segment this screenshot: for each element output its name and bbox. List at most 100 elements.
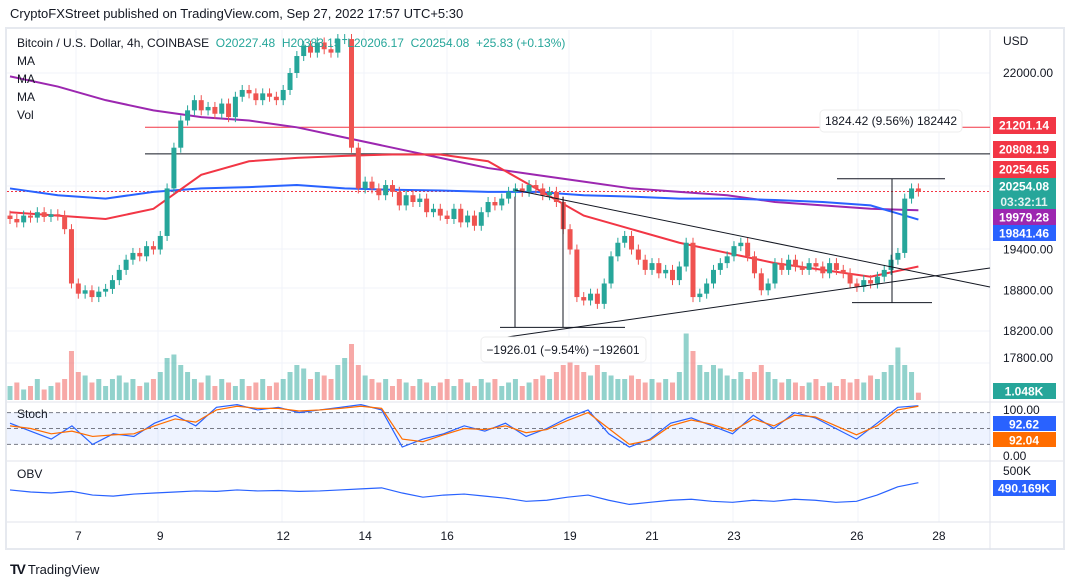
candle-body bbox=[465, 215, 471, 223]
candle-body bbox=[246, 89, 252, 94]
volume-bar bbox=[328, 379, 334, 400]
volume-bar bbox=[833, 386, 839, 400]
volume-bar bbox=[198, 382, 204, 400]
candle-body bbox=[717, 263, 723, 270]
stoch-k-label-bg bbox=[993, 416, 1056, 431]
volume-bar bbox=[710, 365, 716, 400]
candle-body bbox=[758, 273, 764, 291]
volume-bar bbox=[62, 379, 68, 400]
price-label: 21201.14 bbox=[999, 119, 1049, 133]
candle-body bbox=[212, 106, 218, 114]
candle-body bbox=[485, 202, 491, 213]
candle-body bbox=[738, 242, 744, 247]
volume-bar bbox=[792, 382, 798, 400]
volume-bar bbox=[14, 382, 20, 400]
volume-bar bbox=[164, 358, 170, 400]
candle-body bbox=[526, 185, 532, 192]
time-tick: 21 bbox=[645, 529, 659, 543]
candle-body bbox=[751, 256, 757, 274]
volume-bar bbox=[840, 379, 846, 400]
candle-body bbox=[62, 215, 68, 230]
candle-body bbox=[676, 266, 682, 281]
symbol-title[interactable]: Bitcoin / U.S. Dollar, 4h, COINBASE bbox=[17, 36, 210, 50]
volume-bar bbox=[7, 386, 13, 400]
obv-title: OBV bbox=[17, 467, 42, 481]
candle-body bbox=[820, 266, 826, 274]
obv-label-bg bbox=[993, 480, 1056, 496]
candle-body bbox=[799, 266, 805, 270]
volume-bar bbox=[738, 372, 744, 400]
candle-body bbox=[96, 291, 102, 298]
volume-bar bbox=[915, 392, 921, 400]
candle-body bbox=[458, 208, 464, 223]
candle-body bbox=[403, 195, 409, 206]
volume-bar bbox=[629, 375, 635, 400]
candle-body bbox=[34, 212, 40, 218]
candle-body bbox=[724, 256, 730, 264]
candle-body bbox=[123, 259, 129, 270]
volume-bar bbox=[458, 379, 464, 400]
volume-bar bbox=[533, 379, 539, 400]
candle-body bbox=[191, 100, 197, 111]
volume-bar bbox=[506, 382, 512, 400]
volume-bar bbox=[232, 386, 238, 400]
volume-bar bbox=[717, 368, 723, 400]
candle-body bbox=[670, 269, 676, 281]
volume-bar bbox=[55, 382, 61, 400]
candle-body bbox=[881, 269, 887, 277]
volume-bar bbox=[847, 382, 853, 400]
time-tick: 19 bbox=[563, 529, 577, 543]
candle-body bbox=[417, 198, 423, 203]
volume-bar bbox=[191, 379, 197, 400]
indicator-ma-2[interactable]: MA bbox=[17, 72, 35, 86]
candle-body bbox=[786, 259, 792, 270]
candle-body bbox=[745, 242, 751, 257]
last-price-label-bg bbox=[993, 178, 1056, 209]
volume-bar bbox=[512, 379, 518, 400]
candle-body bbox=[205, 106, 211, 111]
stoch-k-label: 92.62 bbox=[1009, 418, 1039, 432]
volume-bar bbox=[649, 379, 655, 400]
volume-bar bbox=[758, 365, 764, 400]
volume-bar bbox=[226, 382, 232, 400]
volume-bar bbox=[389, 386, 395, 400]
volume-bar bbox=[396, 379, 402, 400]
candle-body bbox=[792, 259, 798, 267]
candle-body bbox=[294, 56, 300, 73]
candle-body bbox=[430, 208, 436, 213]
candle-body bbox=[321, 42, 327, 50]
candle-body bbox=[594, 293, 600, 304]
volume-bar bbox=[861, 382, 867, 400]
volume-bar bbox=[656, 382, 662, 400]
ma-long-label: 19979.28 bbox=[999, 211, 1049, 225]
candle-body bbox=[868, 280, 874, 284]
volume-bar bbox=[683, 333, 689, 400]
candle-body bbox=[451, 208, 457, 219]
volume-label-bg bbox=[993, 383, 1056, 399]
candle-body bbox=[287, 73, 293, 90]
volume-bar bbox=[567, 358, 573, 400]
chart-legend: Bitcoin / U.S. Dollar, 4h, COINBASE O202… bbox=[17, 34, 565, 124]
price-tick: 17800.00 bbox=[1003, 351, 1053, 365]
candle-body bbox=[280, 89, 286, 101]
candle-body bbox=[642, 259, 648, 270]
publish-info: CryptoFXStreet published on TradingView.… bbox=[10, 6, 464, 21]
volume-bar bbox=[731, 379, 737, 400]
candle-body bbox=[68, 229, 74, 284]
indicator-ma-1[interactable]: MA bbox=[17, 54, 35, 68]
volume-bar bbox=[34, 379, 40, 400]
indicator-ma-3[interactable]: MA bbox=[17, 90, 35, 104]
low-value: L20206.17 bbox=[347, 36, 404, 50]
volume-bar bbox=[301, 368, 307, 400]
volume-bar bbox=[130, 379, 136, 400]
candle-body bbox=[171, 147, 177, 189]
candle-body bbox=[697, 293, 703, 298]
candle-body bbox=[253, 93, 259, 101]
volume-bar bbox=[116, 375, 122, 400]
indicator-volume[interactable]: Vol bbox=[17, 108, 34, 122]
tradingview-logo[interactable]: TV TradingView bbox=[10, 561, 99, 577]
tv-logo-icon: TV bbox=[10, 561, 26, 577]
volume-bar bbox=[471, 386, 477, 400]
volume-bar bbox=[89, 382, 95, 400]
